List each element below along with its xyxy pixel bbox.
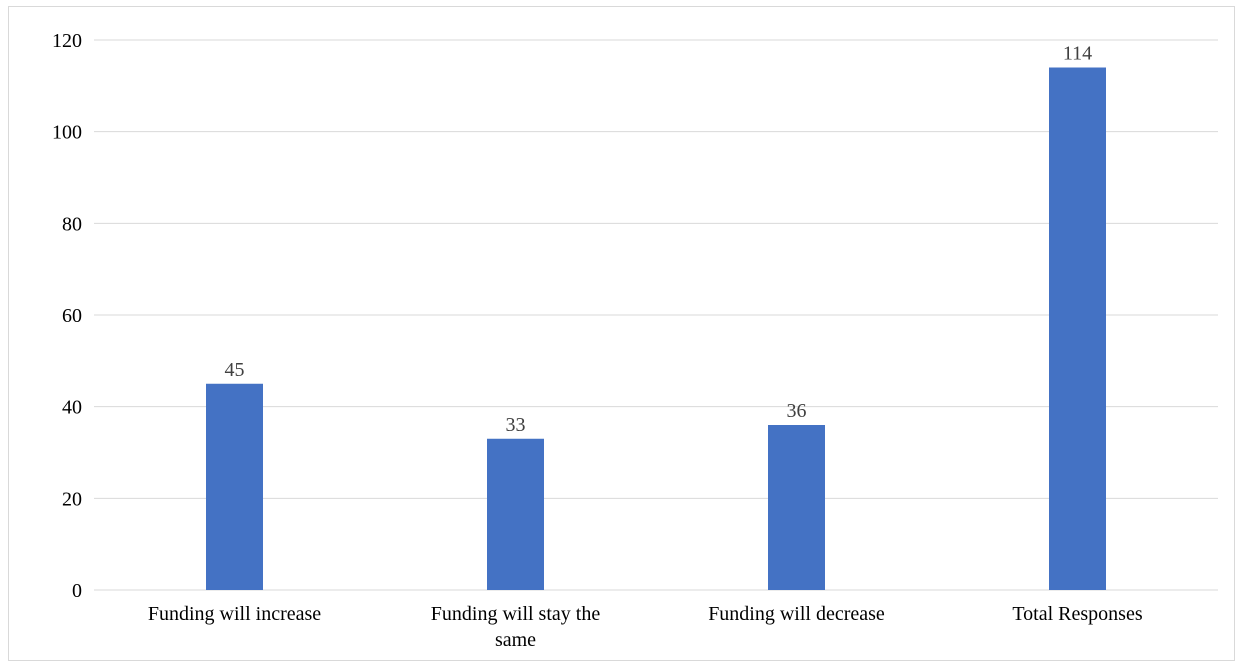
category-label-2: Funding will decrease [708, 603, 885, 625]
y-tick-label-60: 60 [62, 305, 82, 327]
bars [206, 67, 1106, 590]
category-label-1-line-1: same [495, 629, 536, 651]
x-axis-category-labels: Funding will increase Funding will stay t… [148, 603, 1143, 651]
bar-2 [768, 425, 825, 590]
y-tick-label-100: 100 [52, 122, 82, 144]
category-label-1-line-0: Funding will stay the [431, 603, 601, 625]
data-labels: 45 33 36 114 [225, 43, 1093, 436]
y-tick-label-80: 80 [62, 213, 82, 235]
category-label-0: Funding will increase [148, 603, 321, 625]
bar-0 [206, 383, 263, 590]
y-axis-tick-labels: 0 20 40 60 80 100 120 [52, 30, 82, 602]
y-tick-label-0: 0 [72, 580, 82, 602]
bar-1 [487, 438, 544, 590]
category-label-2-line-0: Funding will decrease [708, 603, 885, 625]
data-label-3: 114 [1063, 43, 1092, 65]
bar-3 [1049, 67, 1106, 590]
category-label-3-line-0: Total Responses [1012, 603, 1142, 625]
data-label-0: 45 [225, 359, 245, 381]
category-label-3: Total Responses [1012, 603, 1142, 625]
category-label-0-line-0: Funding will increase [148, 603, 321, 625]
y-tick-label-40: 40 [62, 397, 82, 419]
y-tick-label-120: 120 [52, 30, 82, 52]
y-tick-label-20: 20 [62, 488, 82, 510]
data-label-2: 36 [787, 400, 807, 422]
data-label-1: 33 [506, 414, 526, 436]
category-label-1: Funding will stay the same [431, 603, 601, 651]
gridlines [94, 39, 1218, 591]
